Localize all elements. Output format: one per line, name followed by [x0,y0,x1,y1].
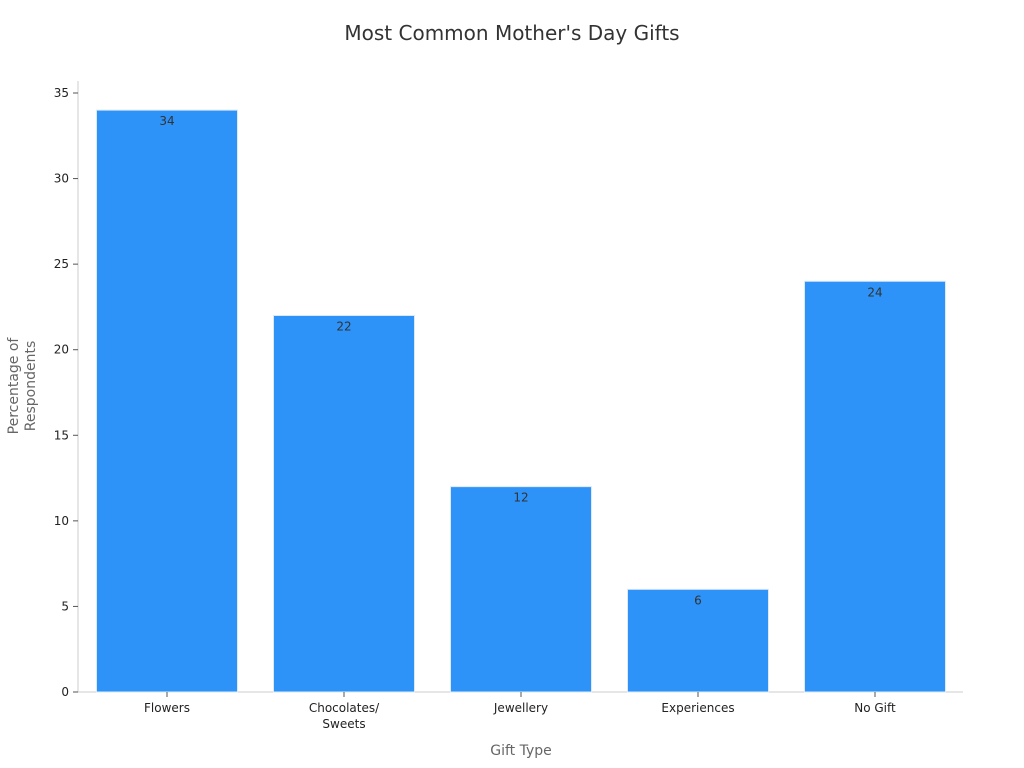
data-label: 34 [159,114,174,128]
y-axis-title: Percentage of Respondents [6,337,39,435]
bar [450,486,592,693]
bars: 34 22 12 6 24 [96,109,946,693]
x-tick-label: Sweets [322,717,365,731]
x-tick-label: Jewellery [493,701,548,715]
y-tick-label: 35 [54,86,69,100]
y-axis-title-line-1: Percentage of [6,337,22,435]
y-tick-label: 0 [61,685,69,699]
bar [273,314,415,693]
y-tick-label: 30 [54,172,69,186]
y-tick-label: 10 [54,514,69,528]
bar [804,280,946,693]
y-tick-label: 25 [54,257,69,271]
y-tick-label: 20 [54,343,69,357]
x-tick-label: Chocolates/ [309,701,380,715]
y-tick-label: 15 [54,428,69,442]
x-tick-label: No Gift [854,701,896,715]
bar [627,588,769,693]
y-tick-label: 5 [61,599,69,613]
data-label: 6 [694,593,702,607]
data-label: 12 [513,491,528,505]
bar [96,109,238,693]
x-tick-label: Experiences [661,701,734,715]
x-axis-title: Gift Type [490,743,552,759]
y-axis-title-line-2: Respondents [23,341,39,432]
chart-title: Most Common Mother's Day Gifts [344,21,679,45]
data-label: 24 [867,285,882,299]
data-label: 22 [336,319,351,333]
plot-area: 0 5 10 15 20 25 30 35 34 22 12 6 24 Flowers Chocolates… [54,81,963,731]
x-tick-label: Flowers [144,701,190,715]
